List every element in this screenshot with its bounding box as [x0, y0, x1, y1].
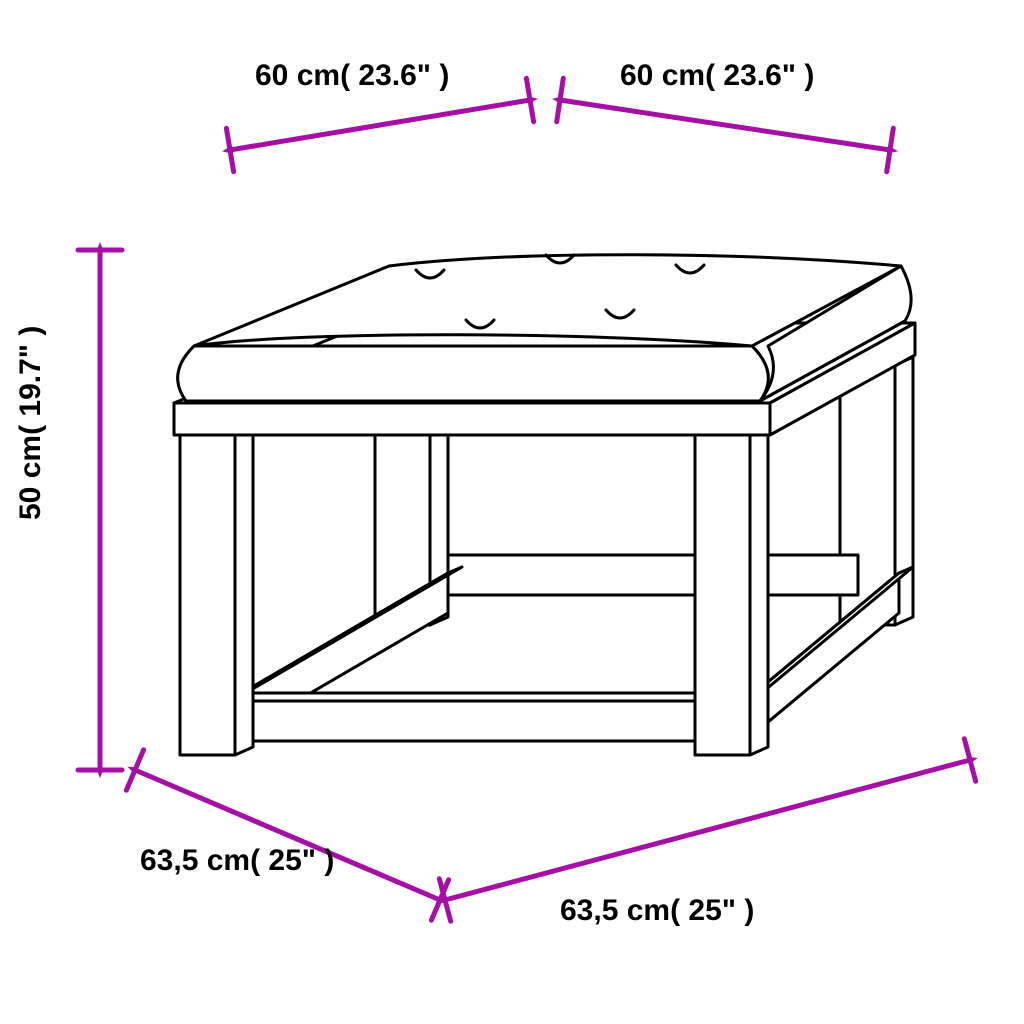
label-top-left: 60 cm( 23.6" ) — [255, 59, 449, 92]
cushion-front — [178, 346, 769, 401]
dim-top-right-tick1 — [557, 78, 564, 122]
rail-back — [448, 555, 858, 595]
leg-front-left-side — [235, 427, 253, 755]
leg-front-left-front — [180, 435, 235, 755]
dim-top-left-tick2 — [526, 78, 533, 121]
dimension-diagram: 60 cm( 23.6" ) 60 cm( 23.6" ) 50 cm( 19.7"… — [0, 0, 1024, 1024]
dim-top-left — [230, 100, 530, 150]
label-bottom-left: 63,5 cm( 25" ) — [140, 844, 334, 877]
label-height: 50 cm( 19.7" ) — [14, 326, 47, 520]
dim-top-right-tick2 — [887, 128, 894, 172]
rail-front — [235, 701, 750, 741]
dim-bottom-right — [445, 760, 970, 900]
seat-front — [174, 403, 770, 435]
rail-front-top — [235, 693, 766, 701]
dim-top-left-tick1 — [226, 128, 233, 171]
dim-bottom-left — [135, 770, 440, 900]
leg-front-right-side — [750, 427, 768, 755]
label-top-right: 60 cm( 23.6" ) — [620, 59, 814, 92]
label-bottom-right: 63,5 cm( 25" ) — [560, 894, 754, 927]
dim-top-right — [560, 100, 890, 150]
leg-front-right-front — [695, 435, 750, 755]
rail-left-top — [235, 567, 462, 697]
